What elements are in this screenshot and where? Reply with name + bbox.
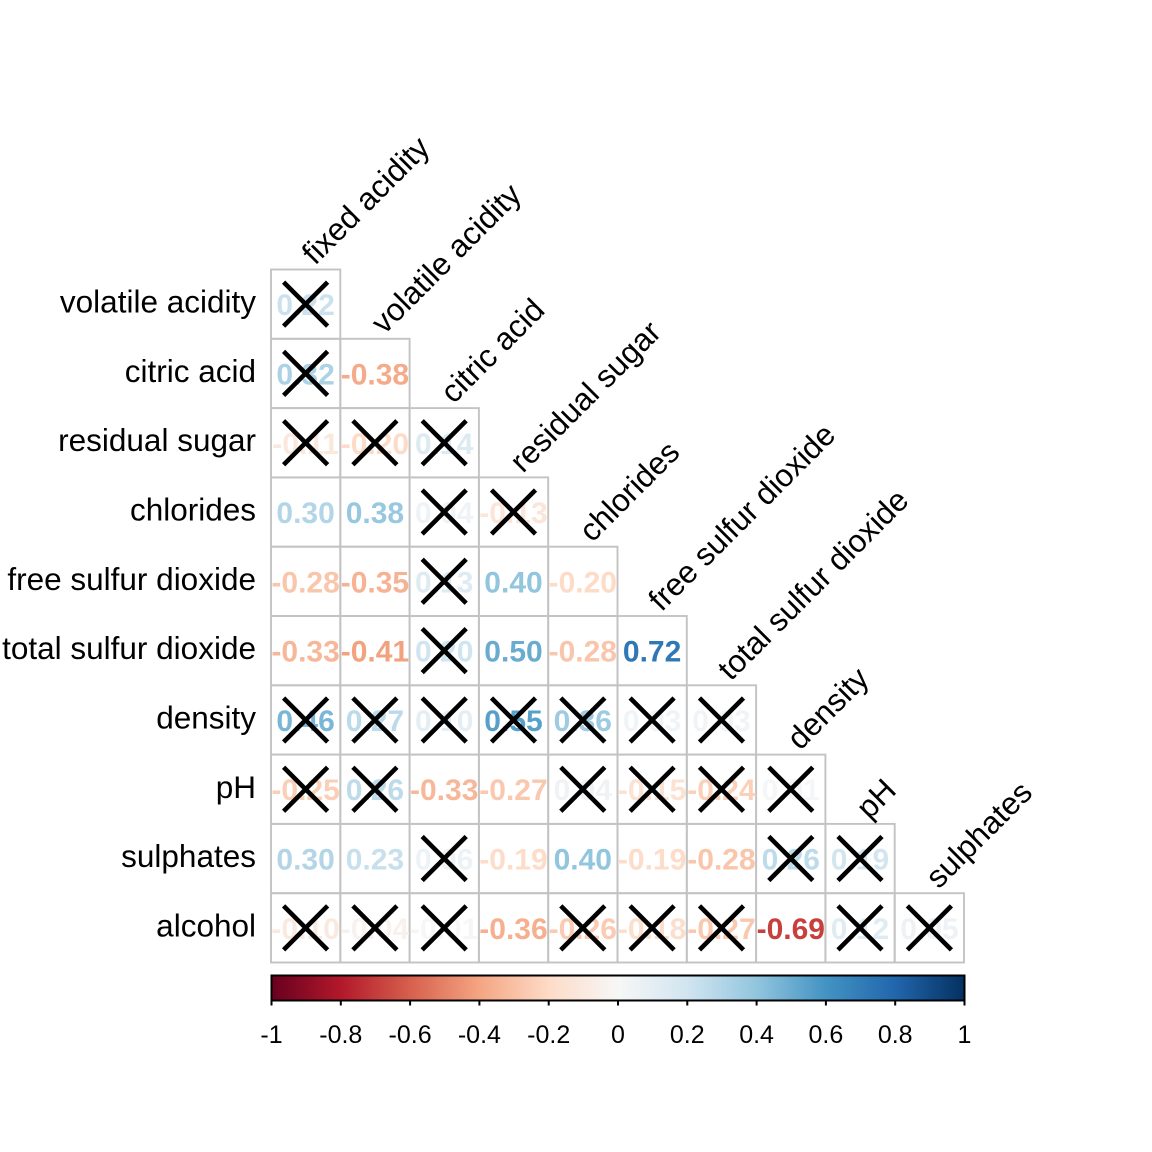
svg-text:-0.35: -0.35 (341, 566, 409, 599)
svg-text:-0.2: -0.2 (527, 1021, 570, 1049)
svg-text:-0.28: -0.28 (687, 844, 755, 877)
svg-text:0.40: 0.40 (554, 844, 612, 877)
svg-text:0.50: 0.50 (484, 636, 542, 669)
svg-text:0.40: 0.40 (484, 566, 542, 599)
svg-text:-0.33: -0.33 (410, 774, 478, 807)
svg-text:chlorides: chlorides (130, 492, 256, 528)
svg-text:alcohol: alcohol (156, 907, 256, 943)
svg-text:total sulfur dioxide: total sulfur dioxide (2, 630, 256, 666)
svg-text:pH: pH (216, 769, 256, 805)
svg-text:sulphates: sulphates (121, 838, 256, 874)
svg-text:0.30: 0.30 (276, 844, 334, 877)
svg-text:-1: -1 (260, 1021, 282, 1049)
svg-text:0.4: 0.4 (739, 1021, 774, 1049)
svg-text:citric acid: citric acid (125, 353, 256, 389)
svg-text:free sulfur dioxide: free sulfur dioxide (7, 561, 256, 597)
svg-text:1: 1 (958, 1021, 972, 1049)
svg-text:density: density (156, 700, 256, 736)
svg-text:-0.41: -0.41 (341, 636, 409, 669)
svg-text:-0.4: -0.4 (458, 1021, 501, 1049)
svg-text:0: 0 (611, 1021, 625, 1049)
svg-text:-0.19: -0.19 (479, 844, 547, 877)
svg-text:0.23: 0.23 (346, 844, 404, 877)
svg-text:-0.6: -0.6 (389, 1021, 432, 1049)
svg-text:0.38: 0.38 (346, 497, 404, 530)
svg-text:-0.8: -0.8 (319, 1021, 362, 1049)
svg-text:residual sugar: residual sugar (58, 422, 256, 458)
svg-text:-0.38: -0.38 (341, 358, 409, 391)
svg-text:0.8: 0.8 (878, 1021, 913, 1049)
svg-text:0.30: 0.30 (276, 497, 334, 530)
svg-text:-0.69: -0.69 (757, 913, 825, 946)
svg-text:0.2: 0.2 (670, 1021, 705, 1049)
svg-text:volatile acidity: volatile acidity (60, 284, 256, 320)
svg-text:-0.19: -0.19 (618, 844, 686, 877)
svg-text:-0.28: -0.28 (549, 636, 617, 669)
svg-text:-0.36: -0.36 (479, 913, 547, 946)
svg-text:0.72: 0.72 (623, 636, 681, 669)
svg-text:-0.20: -0.20 (549, 566, 617, 599)
svg-text:-0.27: -0.27 (479, 774, 547, 807)
svg-text:0.6: 0.6 (809, 1021, 844, 1049)
svg-text:-0.28: -0.28 (271, 566, 339, 599)
svg-text:-0.33: -0.33 (271, 636, 339, 669)
